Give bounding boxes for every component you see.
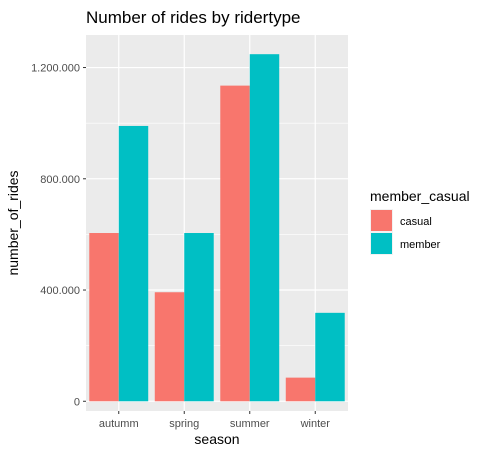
- bars: [89, 54, 345, 402]
- bar-member-winter: [315, 312, 345, 402]
- x-tick-label: summer: [230, 418, 270, 430]
- legend-title: member_casual: [370, 188, 470, 204]
- legend-label-casual: casual: [400, 216, 432, 228]
- x-tick-label: spring: [169, 418, 199, 430]
- legend-items: casual member: [370, 209, 441, 255]
- bar-casual-spring: [154, 292, 185, 402]
- x-tick-label: autumm: [99, 418, 139, 430]
- bar-member-summer: [249, 54, 280, 402]
- x-tick-label: winter: [300, 418, 331, 430]
- y-axis-title: number_of_rides: [5, 170, 21, 275]
- y-tick-label: 1.200.000: [31, 63, 80, 75]
- x-axis-title: season: [194, 431, 239, 447]
- y-tick-label: 0: [74, 396, 80, 408]
- bar-casual-summer: [220, 85, 250, 402]
- chart-title: Number of rides by ridertype: [86, 8, 300, 27]
- legend-swatch-member: [371, 233, 392, 254]
- bar-member-autumm: [118, 125, 149, 402]
- legend-label-member: member: [400, 239, 441, 251]
- bar-casual-winter: [285, 377, 316, 402]
- y-tick-label: 800.000: [40, 174, 80, 186]
- bar-member-spring: [184, 233, 214, 402]
- axes: 0 400.000 800.000 1.200.000 autumm spring summ…: [31, 63, 330, 430]
- legend-swatch-casual: [371, 210, 392, 231]
- y-tick-label: 400.000: [40, 285, 80, 297]
- legend: member_casual casual member: [370, 188, 470, 255]
- bar-casual-autumm: [89, 233, 119, 402]
